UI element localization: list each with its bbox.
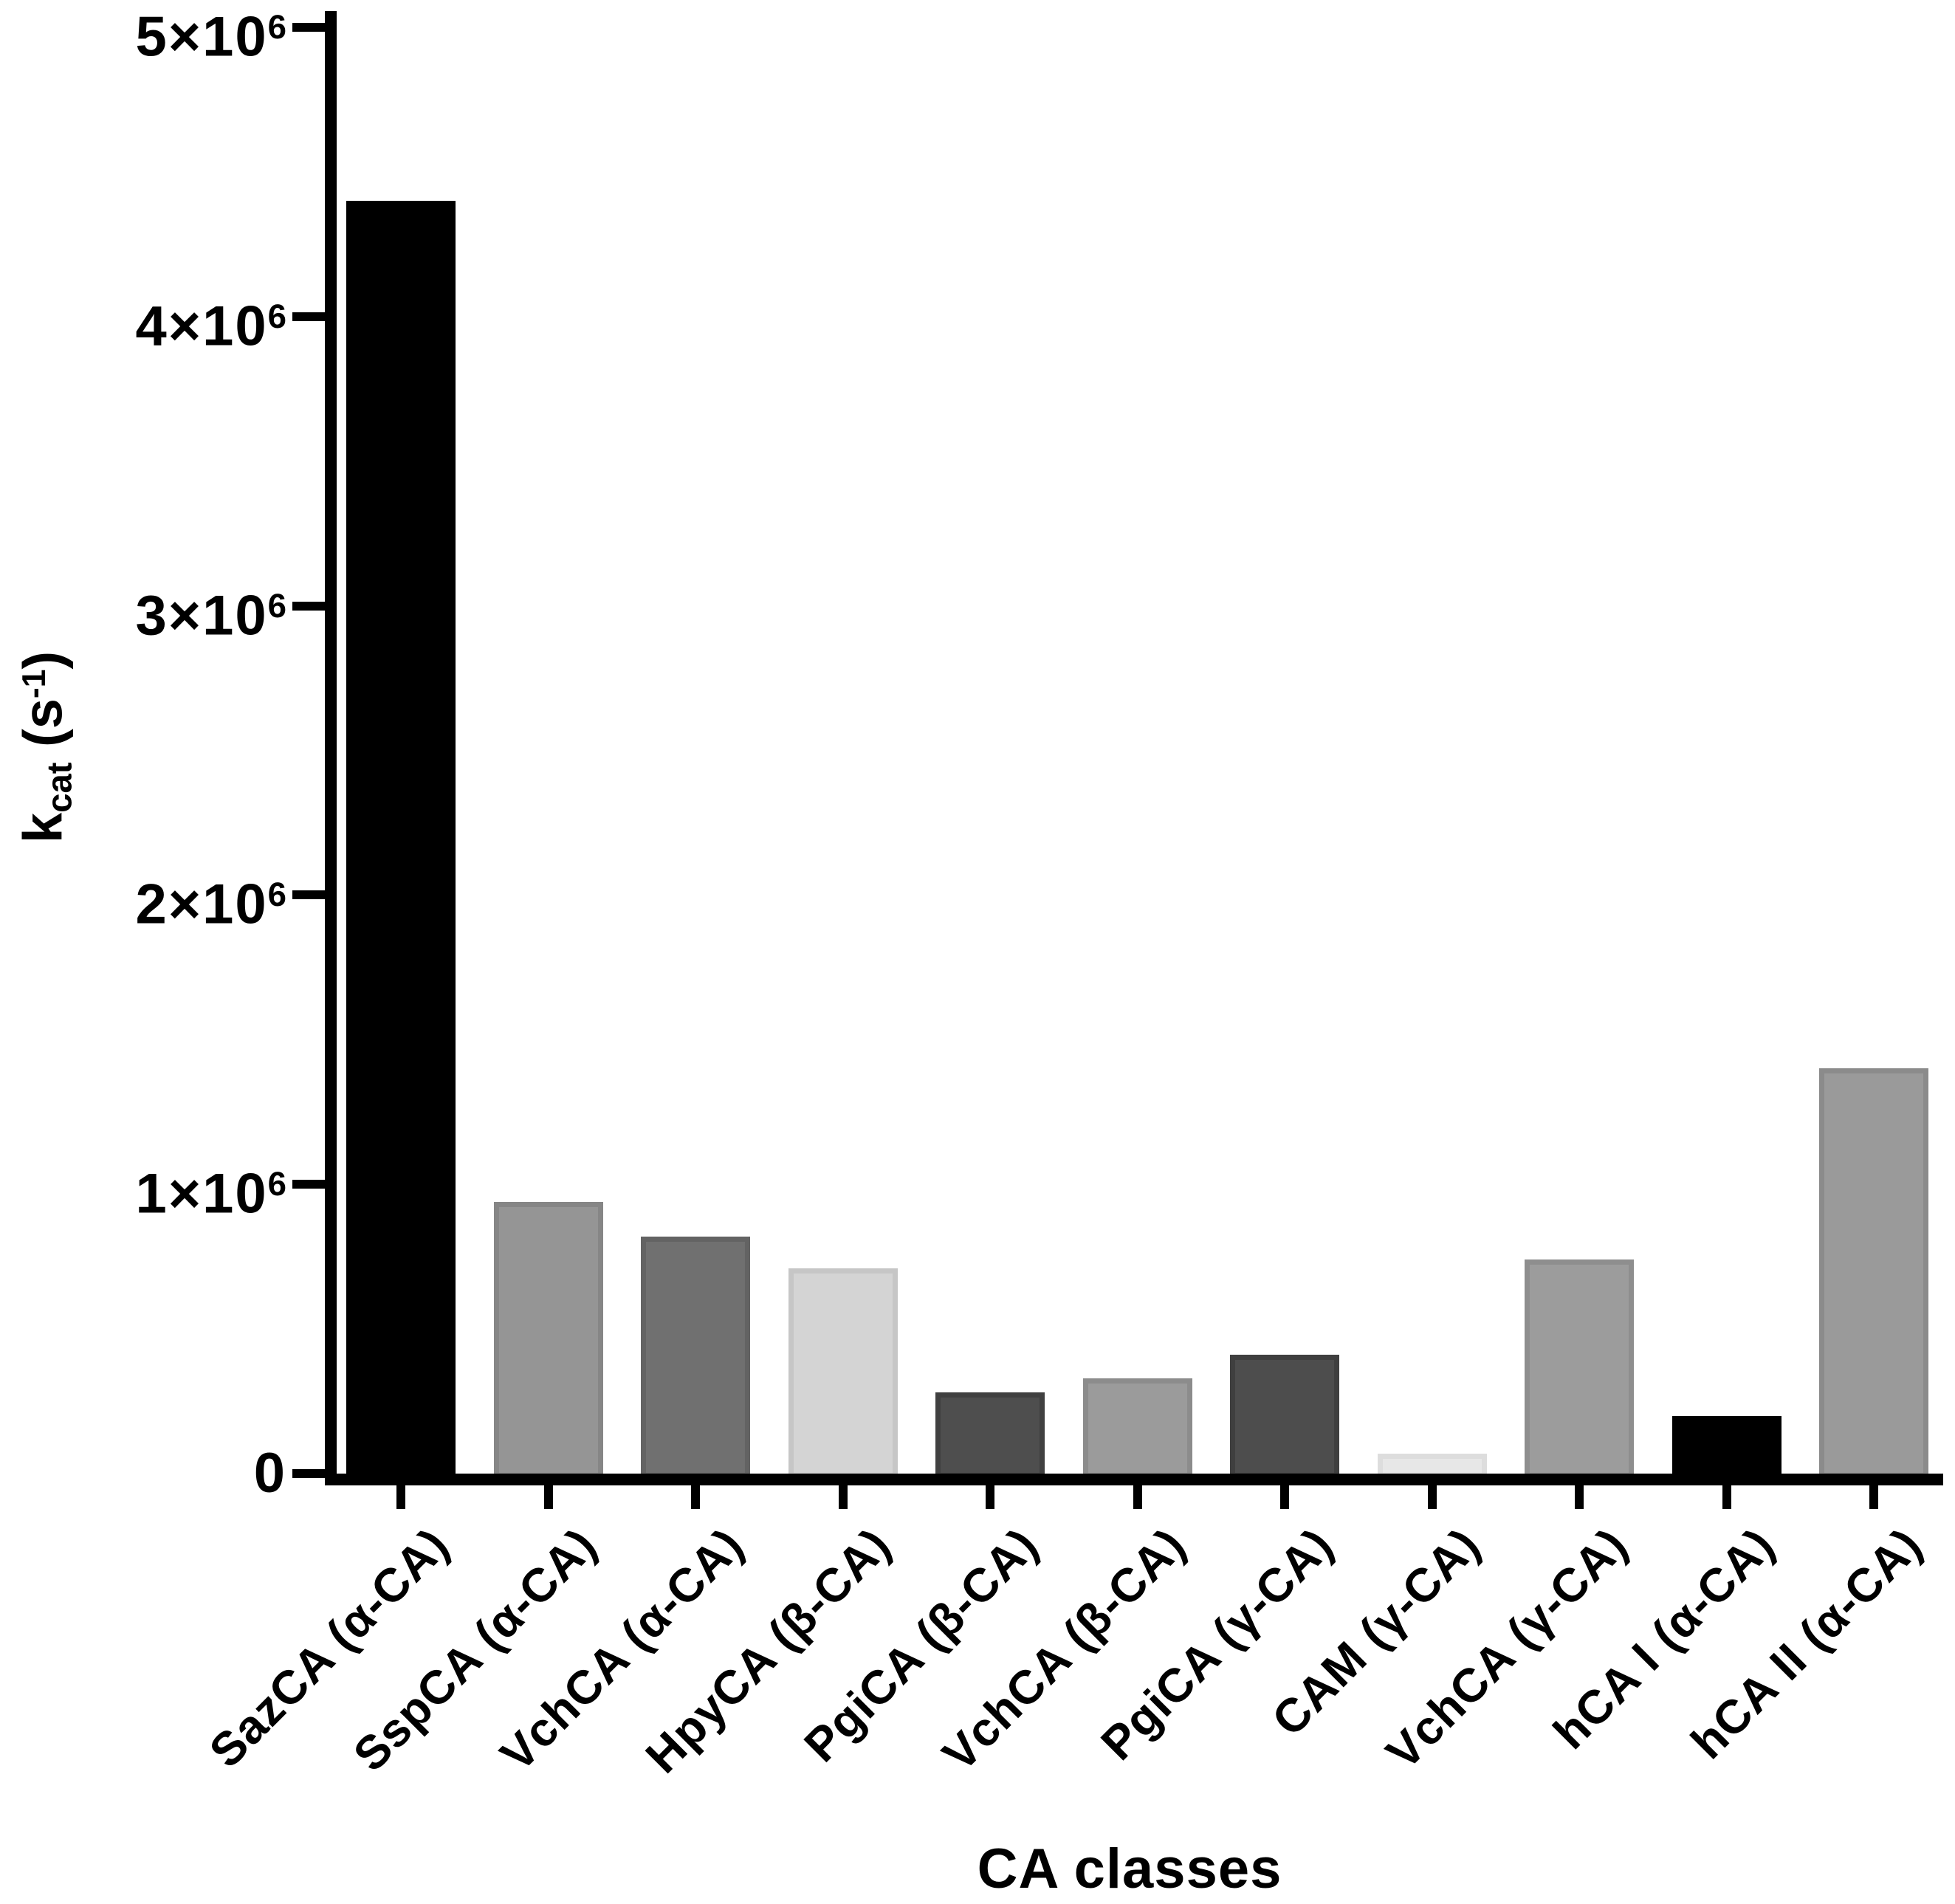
y-tick-mark-1 [292,1180,325,1189]
y-tick-label-3e6: 3×106 [135,577,286,646]
y-tick-label-text: 0 [253,1442,286,1505]
y-axis-title-mid: (s [12,698,74,763]
y-tick-label-text: 3×10 [135,584,268,647]
x-tick-mark-vchca-gamma [1575,1485,1584,1509]
y-tick-label-exponent: 6 [267,297,286,335]
x-axis-line [325,1474,1943,1485]
bar-pgica-beta [935,1392,1045,1478]
y-tick-mark-5 [292,23,325,32]
x-tick-mark-sspca [543,1485,553,1509]
x-tick-mark-sazca [396,1485,405,1509]
x-tick-mark-cam [1427,1485,1437,1509]
y-axis-title-subscript: cat [40,762,80,813]
x-tick-mark-hca-i [1722,1485,1731,1509]
bar-sazca [346,201,456,1478]
y-tick-label-2e6: 2×106 [135,865,286,935]
bar-hca-ii [1819,1068,1928,1478]
y-axis-title-superscript: -1 [16,669,53,699]
y-axis-title-end: ) [12,650,74,670]
y-tick-label-text: 2×10 [135,873,268,937]
bar-pgica-gamma [1230,1355,1339,1478]
bar-hca-i [1671,1415,1782,1478]
y-axis-line [325,11,337,1485]
x-tick-mark-hpyca [838,1485,848,1509]
x-tick-mark-hca-ii [1869,1485,1878,1509]
y-tick-label-exponent: 6 [267,876,286,914]
bar-vchca-gamma [1525,1259,1634,1478]
x-tick-mark-pgica-beta [986,1485,994,1509]
y-tick-label-text: 1×10 [135,1162,268,1226]
y-tick-label-text: 4×10 [135,295,268,358]
y-tick-mark-3 [292,601,325,611]
bar-sspca [493,1201,603,1478]
y-tick-label-4e6: 4×106 [135,287,286,357]
bar-vchca-beta [1082,1378,1192,1478]
y-tick-label-1e6: 1×106 [135,1155,286,1224]
y-tick-label-exponent: 6 [267,1165,286,1203]
x-tick-mark-pgica-gamma [1280,1485,1289,1509]
bar-hpyca [788,1268,898,1478]
x-axis-title: CA classes [977,1838,1282,1900]
x-tick-mark-vchca-beta [1133,1485,1142,1509]
y-tick-mark-0 [292,1469,325,1478]
y-tick-label-text: 5×10 [135,5,268,69]
y-tick-label-0: 0 [254,1444,286,1503]
y-tick-label-5e6: 5×106 [135,0,286,67]
y-axis-title-base: k [12,812,74,844]
y-tick-mark-4 [292,312,325,321]
y-tick-label-exponent: 6 [267,586,286,625]
y-tick-mark-2 [292,890,325,900]
x-tick-mark-vchca-alpha [691,1485,700,1509]
bar-vchca-alpha [641,1236,750,1478]
y-axis-title: kcat (s-1) [11,651,80,843]
y-tick-label-exponent: 6 [267,8,286,46]
